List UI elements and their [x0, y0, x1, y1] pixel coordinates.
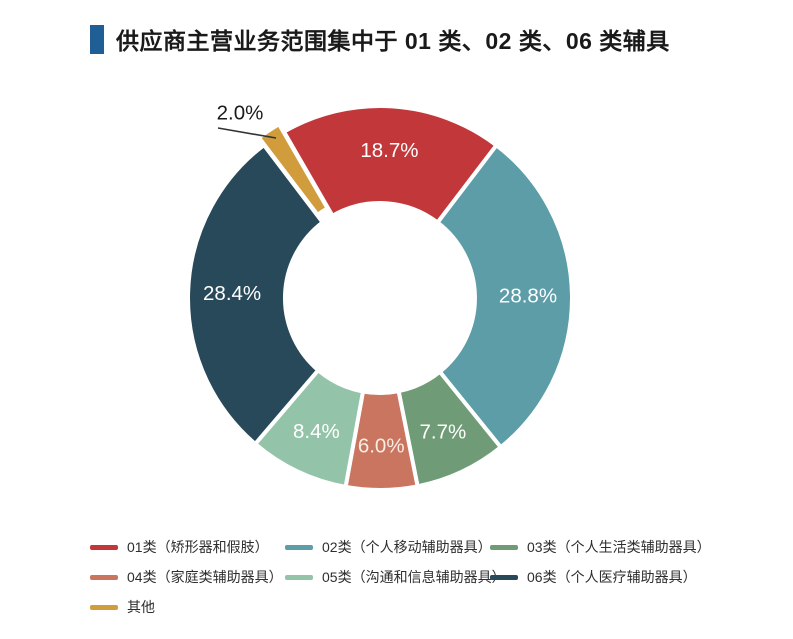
title-marker: [90, 24, 104, 54]
callout-leader-line: [217, 127, 277, 139]
pie-segment-5: [186, 143, 325, 446]
page-title: 供应商主营业务范围集中于 01 类、02 类、06 类辅具: [116, 28, 670, 54]
legend-item: 06类（个人医疗辅助器具）: [490, 567, 730, 587]
legend-item: 05类（沟通和信息辅助器具）: [285, 567, 506, 587]
segment-value-label: 28.8%: [499, 284, 557, 307]
segment-value-label: 8.4%: [293, 420, 340, 443]
legend-label: 其他: [127, 599, 155, 615]
pie-segment-1: [435, 143, 574, 450]
legend-label: 06类（个人医疗辅助器具）: [527, 569, 697, 585]
legend-label: 02类（个人移动辅助器具）: [322, 539, 492, 555]
legend-swatch: [285, 574, 313, 580]
legend-item: 02类（个人移动辅助器具）: [285, 537, 492, 557]
legend-label: 05类（沟通和信息辅助器具）: [322, 569, 506, 585]
legend-label: 03类（个人生活类辅助器具）: [527, 539, 711, 555]
legend-swatch: [490, 574, 518, 580]
legend-label: 04类（家庭类辅助器具）: [127, 569, 283, 585]
segment-value-label: 18.7%: [360, 139, 418, 162]
legend-swatch: [90, 604, 118, 610]
legend-swatch: [490, 544, 518, 550]
legend-item: 01类（矫形器和假肢）: [90, 537, 285, 557]
legend-swatch: [90, 544, 118, 550]
pie-segment-6: [256, 122, 330, 217]
legend-label: 01类（矫形器和假肢）: [127, 539, 269, 555]
segment-value-label: 28.4%: [203, 282, 261, 305]
segment-value-label: 6.0%: [358, 435, 405, 458]
legend-item: 03类（个人生活类辅助器具）: [490, 537, 730, 557]
legend-item: 其他: [90, 597, 285, 617]
pie-segment-0: [282, 103, 499, 225]
legend-item: 04类（家庭类辅助器具）: [90, 567, 285, 587]
section-header: 供应商主营业务范围集中于 01 类、02 类、06 类辅具: [90, 22, 670, 56]
chart-legend: 01类（矫形器和假肢） 02类（个人移动辅助器具） 03类（个人生活类辅助器具） 04…: [90, 537, 730, 617]
legend-swatch: [90, 574, 118, 580]
segment-value-label: 2.0%: [217, 102, 264, 125]
segment-value-label: 7.7%: [420, 421, 467, 444]
legend-swatch: [285, 544, 313, 550]
